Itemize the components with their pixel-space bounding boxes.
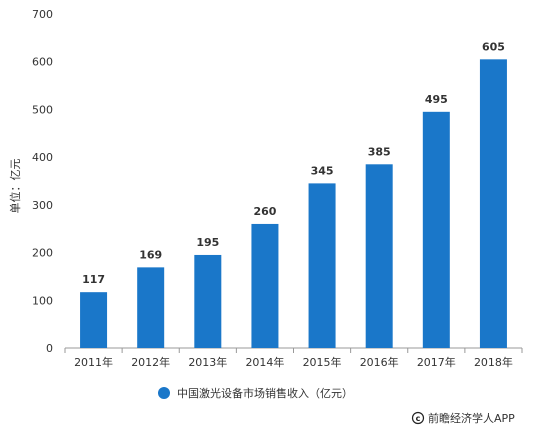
y-tick-label: 700 (32, 8, 53, 21)
y-tick-label: 400 (32, 151, 53, 164)
legend[interactable]: 中国激光设备市场销售收入（亿元） (158, 386, 353, 400)
x-tick-label: 2011年 (74, 355, 113, 369)
bar-value-label: 117 (82, 273, 105, 286)
copyright-icon-glyph: c (416, 414, 421, 423)
x-tick-label: 2018年 (474, 355, 513, 369)
x-tick-label: 2014年 (245, 355, 284, 369)
bar-value-labels: 117 169 195 260 345 385 495 605 (82, 40, 505, 286)
bar[interactable] (194, 254, 222, 348)
source-label: 前瞻经济学人APP (428, 411, 515, 425)
x-tick-label: 2016年 (360, 355, 399, 369)
bar-value-label: 385 (368, 145, 391, 158)
x-tick-label: 2012年 (131, 355, 170, 369)
bar[interactable] (308, 183, 336, 348)
x-tick-label: 2017年 (417, 355, 456, 369)
x-tick-label: 2015年 (303, 355, 342, 369)
legend-label: 中国激光设备市场销售收入（亿元） (177, 386, 353, 400)
bar[interactable] (479, 59, 507, 348)
bar-value-label: 195 (196, 236, 219, 249)
bar[interactable] (422, 111, 450, 348)
y-tick-label: 100 (32, 294, 53, 307)
bar[interactable] (251, 223, 279, 348)
y-tick-label: 200 (32, 247, 53, 260)
copyright-icon (411, 411, 425, 425)
legend-marker (158, 387, 170, 399)
bar-series (80, 59, 507, 348)
x-tick-label: 2013年 (188, 355, 227, 369)
bar-value-label: 605 (482, 40, 505, 53)
bar[interactable] (365, 164, 393, 348)
bar-value-label: 169 (139, 248, 162, 261)
y-tick-label: 600 (32, 56, 53, 69)
bar-value-label: 345 (311, 164, 334, 177)
y-axis-title: 单位：亿元 (8, 159, 22, 214)
y-axis-ticks: 0 100 200 300 400 500 600 700 (32, 8, 53, 355)
source-credit: c 前瞻经济学人APP (411, 411, 515, 425)
bar-value-label: 495 (425, 93, 448, 106)
y-tick-label: 500 (32, 103, 53, 116)
bar[interactable] (137, 267, 165, 348)
y-tick-label: 300 (32, 199, 53, 212)
x-axis-ticks: 2011年 2012年 2013年 2014年 2015年 2016年 2017年 2018年 (64, 348, 523, 369)
y-tick-label: 0 (46, 342, 53, 355)
bar[interactable] (80, 292, 108, 348)
bar-value-label: 260 (253, 205, 276, 218)
